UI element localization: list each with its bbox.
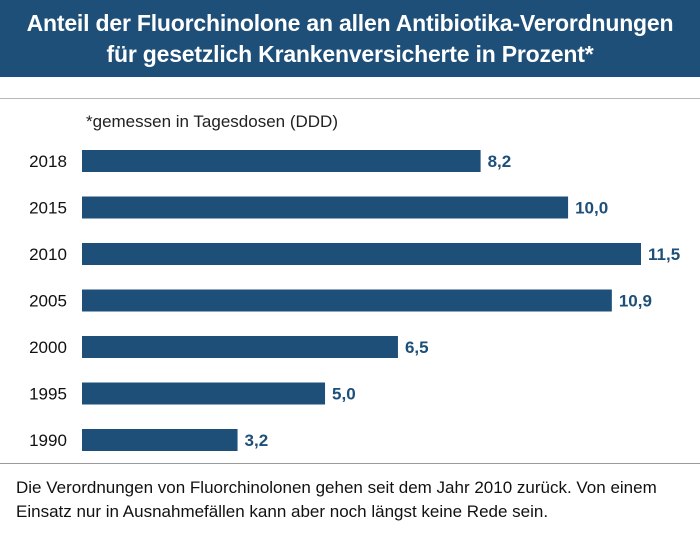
chart-footnote: *gemessen in Tagesdosen (DDD): [86, 112, 338, 131]
bar: [82, 382, 326, 405]
bar: [82, 289, 612, 312]
year-label: 2000: [29, 338, 67, 357]
value-label: 6,5: [405, 338, 429, 357]
value-label: 10,9: [619, 292, 652, 311]
bar: [82, 429, 238, 451]
value-label: 11,5: [648, 245, 680, 264]
bar: [82, 150, 481, 172]
chart-title-line-1: Anteil der Fluorchinolone an allen Antib…: [26, 10, 674, 36]
value-label: 10,0: [575, 199, 608, 218]
caption-text: Die Verordnungen von Fluorchinolonen geh…: [16, 478, 657, 521]
year-label: 2005: [29, 292, 67, 311]
chart-title: Anteil der Fluorchinolone an allen Antib…: [0, 0, 700, 77]
year-label: 2015: [29, 199, 67, 218]
bar: [82, 243, 641, 265]
chart-title-line-2: für gesetzlich Krankenversicherte in Pro…: [106, 41, 594, 67]
year-label: 2018: [29, 152, 67, 171]
chart-panel: [0, 98, 700, 464]
bar: [82, 196, 569, 219]
value-label: 3,2: [245, 431, 269, 450]
value-label: 8,2: [488, 152, 512, 171]
year-label: 1990: [29, 431, 67, 450]
value-label: 5,0: [332, 385, 356, 404]
year-label: 1995: [29, 385, 67, 404]
bar: [82, 336, 398, 358]
year-label: 2010: [29, 245, 67, 264]
